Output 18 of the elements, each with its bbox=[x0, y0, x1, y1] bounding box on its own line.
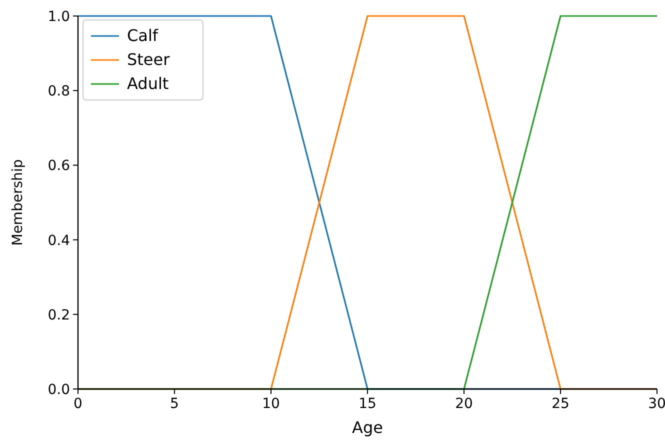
x-tick-label: 25 bbox=[552, 396, 570, 412]
y-tick-label: 0.4 bbox=[48, 232, 70, 249]
legend-label: Calf bbox=[127, 26, 158, 45]
x-tick-label: 10 bbox=[262, 396, 280, 412]
y-tick-label: 0.0 bbox=[48, 382, 70, 398]
x-tick-label: 0 bbox=[74, 396, 82, 412]
y-axis-title: Membership bbox=[10, 159, 26, 246]
y-tick-label: 0.8 bbox=[48, 84, 70, 100]
legend-label: Adult bbox=[127, 74, 169, 93]
y-tick-label: 1.0 bbox=[48, 9, 70, 25]
y-tick-label: 0.2 bbox=[48, 307, 70, 324]
legend-label: Steer bbox=[127, 50, 170, 69]
x-tick-label: 20 bbox=[455, 396, 473, 412]
x-tick-label: 5 bbox=[170, 396, 179, 412]
x-axis-title: Age bbox=[352, 418, 383, 437]
x-tick-label: 30 bbox=[648, 396, 665, 412]
x-tick-label: 15 bbox=[358, 396, 376, 412]
y-tick-label: 0.6 bbox=[48, 158, 70, 174]
